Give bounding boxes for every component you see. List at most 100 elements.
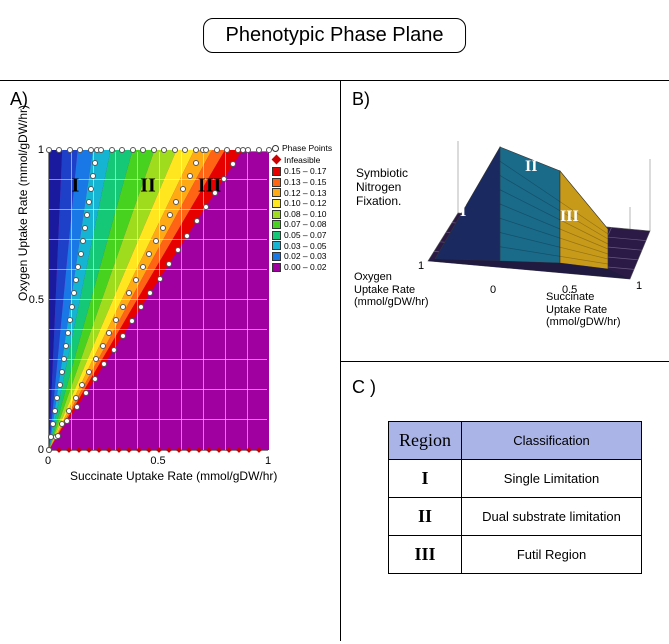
legend-swatch bbox=[272, 220, 281, 229]
legend-bin-label: 0.08 – 0.10 bbox=[284, 209, 327, 220]
phase-point bbox=[160, 225, 166, 231]
phase-point bbox=[61, 356, 67, 362]
phase-point bbox=[193, 147, 199, 153]
legend-swatch bbox=[272, 252, 281, 261]
z-axis-label-l3: Fixation. bbox=[356, 195, 408, 209]
table-cell-class: Futil Region bbox=[462, 536, 642, 574]
grid-line bbox=[49, 359, 267, 360]
legend-phase-label: Phase Points bbox=[282, 143, 332, 154]
x-tick: 0.5 bbox=[150, 455, 165, 467]
grid-line bbox=[49, 419, 267, 420]
legend-bin-label: 0.05 – 0.07 bbox=[284, 230, 327, 241]
phase-point bbox=[55, 433, 61, 439]
phase-point bbox=[113, 317, 119, 323]
y-axis-3d-label: OxygenUptake Rate(mmol/gDW/hr) bbox=[354, 271, 429, 309]
phase-point bbox=[166, 261, 172, 267]
grid-line bbox=[49, 179, 267, 180]
phase-point bbox=[140, 147, 146, 153]
legend-row: 0.15 – 0.17 bbox=[272, 166, 332, 177]
y-tick: 0 bbox=[38, 444, 44, 456]
phase-point bbox=[172, 147, 178, 153]
legend: Phase Points Infeasible 0.15 – 0.170.13 … bbox=[272, 143, 332, 273]
x-tick: 0 bbox=[45, 455, 51, 467]
phase-point-marker bbox=[272, 145, 279, 152]
phase-point bbox=[79, 382, 85, 388]
y-tick: 0.5 bbox=[29, 294, 44, 306]
grid-line bbox=[49, 389, 267, 390]
table-cell-region: I bbox=[389, 460, 462, 498]
grid-line bbox=[181, 152, 182, 450]
phase-point bbox=[92, 376, 98, 382]
axis-tick-3d: 0 bbox=[490, 284, 496, 296]
phase-point bbox=[100, 343, 106, 349]
phase-point bbox=[90, 173, 96, 179]
legend-infeasible-row: Infeasible bbox=[272, 155, 332, 166]
legend-row: 0.10 – 0.12 bbox=[272, 198, 332, 209]
phase-point bbox=[77, 147, 83, 153]
legend-swatch bbox=[272, 263, 281, 272]
legend-bin-label: 0.02 – 0.03 bbox=[284, 251, 327, 262]
phase-point bbox=[52, 408, 58, 414]
phase-point bbox=[120, 333, 126, 339]
phase-point bbox=[130, 147, 136, 153]
phase-point bbox=[182, 147, 188, 153]
legend-row: 0.03 – 0.05 bbox=[272, 241, 332, 252]
y-axis-label: Oxygen Uptake Rate (mmol/gDW/hr) bbox=[16, 105, 30, 301]
grid-line bbox=[49, 299, 267, 300]
legend-row: 0.13 – 0.15 bbox=[272, 177, 332, 188]
phase-point bbox=[133, 277, 139, 283]
phase-point bbox=[184, 233, 190, 239]
phase-point bbox=[180, 186, 186, 192]
phase-point bbox=[101, 361, 107, 367]
legend-bin-label: 0.15 – 0.17 bbox=[284, 166, 327, 177]
phase-point bbox=[203, 204, 209, 210]
phase-point bbox=[167, 212, 173, 218]
table-row: IIIFutil Region bbox=[389, 536, 642, 574]
legend-swatch bbox=[272, 178, 281, 187]
phase-point bbox=[138, 304, 144, 310]
table-cell-class: Single Limitation bbox=[462, 460, 642, 498]
axis-tick-3d: 1 bbox=[636, 280, 642, 292]
phase-point bbox=[46, 447, 52, 453]
table-cell-region: III bbox=[389, 536, 462, 574]
phase-point bbox=[129, 318, 135, 324]
figure-title: Phenotypic Phase Plane bbox=[203, 18, 467, 53]
phase-point bbox=[75, 264, 81, 270]
phase-point bbox=[194, 218, 200, 224]
table-header-cell: Classification bbox=[462, 422, 642, 460]
legend-bin-label: 0.00 – 0.02 bbox=[284, 262, 327, 273]
phase-point bbox=[146, 251, 152, 257]
phase-point bbox=[80, 238, 86, 244]
phase-point bbox=[54, 395, 60, 401]
phase-point bbox=[66, 408, 72, 414]
legend-swatch bbox=[272, 167, 281, 176]
phase-point bbox=[214, 147, 220, 153]
legend-bin-label: 0.12 – 0.13 bbox=[284, 188, 327, 199]
phase-point bbox=[212, 190, 218, 196]
table-header-cell: Region bbox=[389, 422, 462, 460]
phase-point bbox=[173, 199, 179, 205]
table-row: IIDual substrate limitation bbox=[389, 498, 642, 536]
grid-line bbox=[225, 152, 226, 450]
phase-point bbox=[161, 147, 167, 153]
phase-point bbox=[157, 276, 163, 282]
phase-point bbox=[109, 147, 115, 153]
heatmap: IIIIII bbox=[48, 151, 268, 451]
phase-point bbox=[46, 147, 52, 153]
legend-phase-row: Phase Points bbox=[272, 143, 332, 154]
grid-line bbox=[49, 209, 267, 210]
heatmap-region-label: III bbox=[198, 175, 221, 198]
grid-line bbox=[93, 152, 94, 450]
phase-point bbox=[256, 147, 262, 153]
surface-face-left bbox=[435, 147, 500, 261]
phase-point bbox=[57, 382, 63, 388]
phase-point bbox=[67, 147, 73, 153]
panel-frame: A) IIIIII Oxygen Uptake Rate (mmol/gDW/h… bbox=[0, 80, 669, 640]
x-axis-3d-label: SuccinateUptake Rate(mmol/gDW/hr) bbox=[546, 291, 621, 329]
phase-point bbox=[73, 395, 79, 401]
surface-region-label: III bbox=[560, 208, 579, 225]
phase-point bbox=[86, 369, 92, 375]
z-axis-label: Symbiotic Nitrogen Fixation. bbox=[356, 167, 408, 208]
phase-point bbox=[86, 199, 92, 205]
phase-point bbox=[92, 160, 98, 166]
